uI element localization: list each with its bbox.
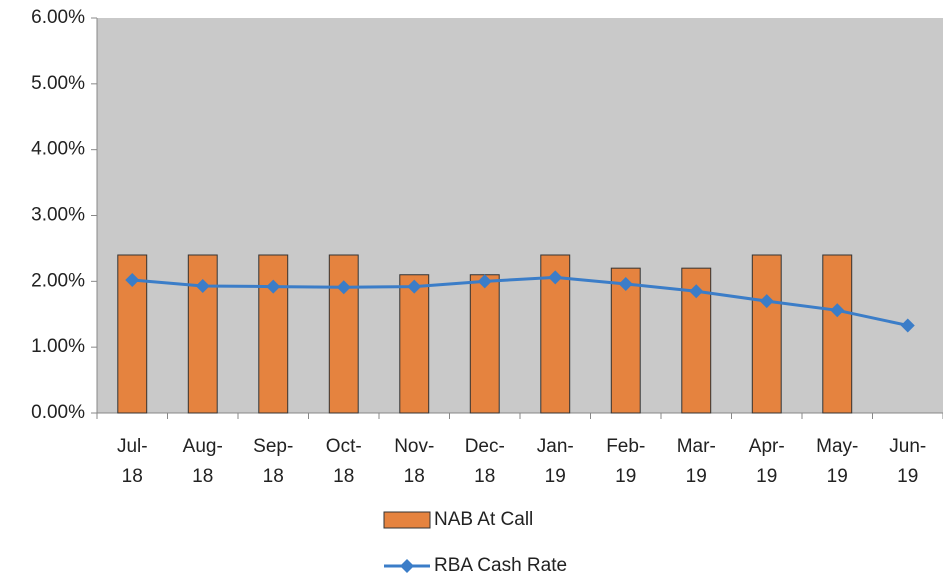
marker xyxy=(125,273,140,288)
y-tick-label: 4.00% xyxy=(31,139,85,160)
bar xyxy=(258,254,289,414)
x-tick-label: Oct-18 xyxy=(326,436,362,487)
marker xyxy=(830,303,845,318)
marker xyxy=(618,276,633,291)
y-tick-label: 1.00% xyxy=(31,336,85,357)
bar xyxy=(610,267,641,414)
x-tick-label: Apr-19 xyxy=(749,436,785,487)
x-tick-label: Nov-18 xyxy=(394,436,434,487)
bar xyxy=(469,274,500,414)
y-tick-label: 2.00% xyxy=(31,270,85,291)
x-tick-label: Jul-18 xyxy=(117,436,148,487)
x-tick-label: Jan-19 xyxy=(537,436,574,487)
plot-area xyxy=(97,18,943,413)
marker xyxy=(900,318,915,333)
bar xyxy=(399,274,430,414)
bar xyxy=(187,254,218,414)
marker xyxy=(689,284,704,299)
x-tick-label: May-19 xyxy=(816,436,858,487)
y-tick-label: 5.00% xyxy=(31,73,85,94)
marker xyxy=(759,294,774,309)
y-tick-label: 0.00% xyxy=(31,402,85,423)
x-tick-label: Dec-18 xyxy=(465,436,505,487)
bar xyxy=(751,254,782,414)
legend-marker xyxy=(400,559,414,573)
marker xyxy=(266,279,281,294)
bar xyxy=(328,254,359,414)
x-tick-label: Aug-18 xyxy=(183,436,223,487)
y-tick-label: 6.00% xyxy=(31,7,85,28)
marker xyxy=(548,270,563,285)
x-tick-label: Feb-19 xyxy=(606,436,645,487)
marker xyxy=(336,280,351,295)
marker xyxy=(407,279,422,294)
x-tick-label: Jun-19 xyxy=(889,436,926,487)
marker xyxy=(477,274,492,289)
y-tick-label: 3.00% xyxy=(31,205,85,226)
marker xyxy=(195,278,210,293)
legend-swatch xyxy=(383,511,431,529)
x-tick-label: Mar-19 xyxy=(677,436,716,487)
legend-label: RBA Cash Rate xyxy=(434,555,567,576)
legend-label: NAB At Call xyxy=(434,509,533,530)
x-tick-label: Sep-18 xyxy=(253,436,293,487)
bar xyxy=(822,254,853,414)
line xyxy=(132,275,909,327)
